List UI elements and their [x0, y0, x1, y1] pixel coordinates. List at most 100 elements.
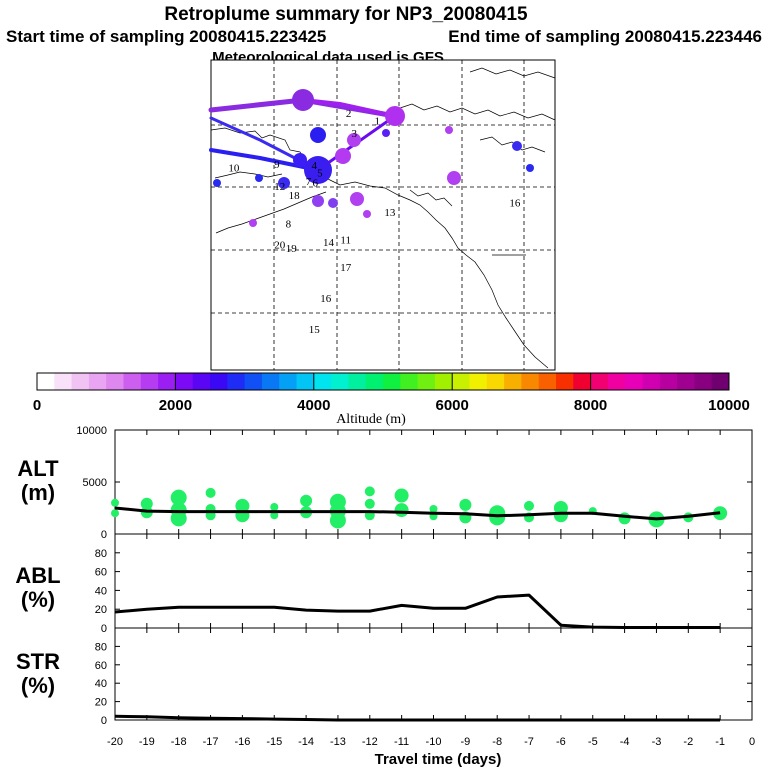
map-frame — [210, 59, 556, 371]
colorbar-cell — [279, 373, 297, 390]
colorbar-cell — [469, 373, 488, 390]
colorbar-label: Altitude (m) — [336, 412, 406, 427]
colorbar-cell — [556, 373, 574, 390]
colorbar-cell — [227, 373, 245, 390]
colorbar-cell — [210, 373, 228, 390]
colorbar-tick-label: 2000 — [159, 397, 192, 414]
colorbar-tick-label: 0 — [33, 397, 41, 414]
colorbar-cell — [140, 373, 159, 390]
x-tick-label: -4 — [620, 736, 630, 748]
plume-point — [292, 89, 314, 111]
x-tick-label: -19 — [139, 736, 155, 748]
abl-series-line — [114, 593, 721, 629]
alt-scatter-point — [170, 510, 187, 527]
colorbar-cell — [175, 373, 194, 390]
colorbar-tick-label: 6000 — [436, 397, 469, 414]
colorbar-cell — [659, 373, 678, 390]
colorbar-tick-label: 10000 — [708, 397, 750, 414]
colorbar-cell — [607, 373, 626, 390]
alt-panel-label: ALT — [17, 456, 59, 481]
start-time-label: Start time of sampling 20080415.223425 — [6, 27, 326, 46]
str-y-tick-label: 60 — [95, 660, 107, 672]
plume-point — [278, 177, 290, 189]
colorbar-cell — [348, 373, 367, 390]
str-y-tick-label: 0 — [101, 715, 107, 727]
abl-panel-unit: (%) — [21, 587, 55, 612]
map-day-label: 17 — [340, 262, 352, 274]
x-axis-label: Travel time (days) — [375, 751, 502, 768]
colorbar-dividers — [174, 373, 592, 390]
plume-point — [328, 198, 338, 208]
str-series-line — [114, 714, 721, 722]
x-tick-label: -11 — [394, 736, 409, 748]
alt-scatter-point — [553, 508, 568, 523]
map-day-label: 13 — [384, 207, 396, 219]
colorbar-cell — [486, 373, 505, 390]
end-time-label: End time of sampling 20080415.223446 — [448, 27, 762, 46]
map-day-label: 18 — [289, 190, 301, 202]
plume-point — [363, 210, 371, 218]
str-y-tick-label: 40 — [95, 678, 107, 690]
plume-point — [310, 127, 326, 143]
str-panel-label: STR — [16, 649, 60, 674]
alt-scatter-point — [524, 500, 534, 511]
altitude-colorbar: 0 2000 4000 6000 8000 10000 Altitude (m) — [33, 372, 750, 427]
plume-point — [213, 179, 221, 187]
alt-scatter-point — [140, 497, 153, 510]
colorbar-cell — [538, 373, 557, 390]
map-day-label: 14 — [323, 237, 335, 249]
alt-scatter-point — [429, 505, 438, 513]
map-day-label: 7 — [306, 176, 312, 188]
colorbar-cell — [158, 373, 176, 390]
x-tick-label: -13 — [330, 736, 346, 748]
colorbar-frame — [36, 372, 730, 391]
alt-scatter-point — [364, 486, 375, 497]
colorbar-cell — [400, 373, 418, 390]
alt-scatter-point — [329, 512, 346, 529]
map-coast-line — [479, 136, 546, 153]
alt-scatter-point — [270, 511, 279, 520]
x-tick-label: -7 — [524, 736, 534, 748]
series-lines — [114, 506, 721, 722]
alt-scatter-point — [618, 512, 631, 525]
map-day-label: 2 — [346, 108, 352, 120]
alt-scatter-point — [489, 505, 506, 522]
abl-y-tick-label: 80 — [95, 548, 107, 560]
str-panel-unit: (%) — [21, 673, 55, 698]
plume-point — [385, 106, 405, 126]
map-coast-line — [214, 171, 283, 179]
alt-scatter-point — [270, 503, 279, 511]
colorbar-cell — [625, 373, 643, 390]
colorbar-cell — [296, 373, 315, 390]
map-day-label: 5 — [317, 168, 323, 180]
alt-scatter-point — [170, 489, 187, 506]
x-tick-label: -3 — [652, 736, 662, 748]
map-day-label: 6 — [313, 178, 319, 190]
plume-point — [447, 171, 461, 185]
x-tick-label: -20 — [107, 736, 123, 748]
x-tick-label: -15 — [266, 736, 282, 748]
colorbar-cell — [521, 373, 540, 390]
x-tick-label: -16 — [234, 736, 250, 748]
colorbar-cell — [313, 373, 332, 390]
alt-scatter-point — [111, 498, 119, 507]
map-day-label: 4 — [311, 160, 317, 172]
colorbar-cell — [71, 373, 90, 390]
map-day-label: 12 — [274, 181, 285, 193]
x-tick-label: -18 — [171, 736, 187, 748]
map-coast-line — [210, 127, 549, 369]
alt-y-tick-label: 0 — [101, 529, 107, 541]
colorbar-cell — [434, 373, 453, 390]
plume-point — [512, 141, 522, 151]
abl-panel-frame — [114, 533, 753, 629]
plume-point — [347, 133, 361, 147]
colorbar-cell — [417, 373, 436, 390]
map-coast-line — [469, 67, 556, 79]
colorbar-cell — [573, 373, 591, 390]
plume-point — [312, 195, 324, 207]
colorbar-cell — [88, 373, 107, 390]
colorbar-tick-labels: 0 2000 4000 6000 8000 10000 — [33, 397, 750, 414]
alt-scatter-point — [300, 494, 313, 507]
